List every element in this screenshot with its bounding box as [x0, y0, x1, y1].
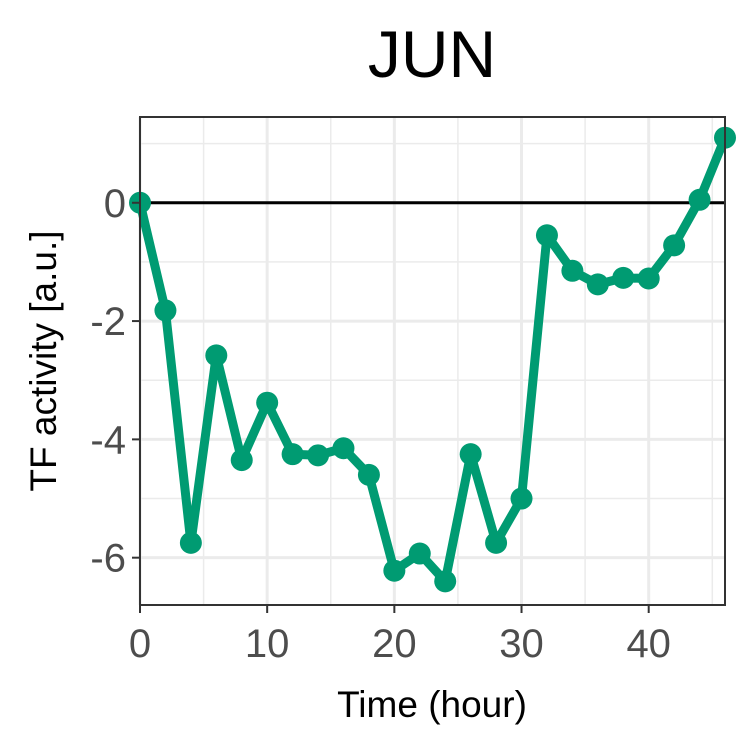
data-point	[383, 559, 406, 582]
data-point	[663, 234, 686, 257]
x-axis-title: Time (hour)	[337, 684, 527, 725]
data-point	[230, 449, 253, 472]
data-point	[179, 531, 202, 554]
data-point	[256, 391, 279, 414]
grid-lines	[138, 117, 725, 605]
data-point	[612, 266, 635, 289]
data-point	[434, 570, 457, 593]
data-point	[535, 224, 558, 247]
y-tick-label: -6	[90, 537, 126, 581]
data-point	[561, 259, 584, 282]
data-point	[281, 443, 304, 466]
y-tick-label: -4	[90, 418, 126, 462]
x-tick-label: 10	[245, 622, 290, 666]
data-point	[307, 444, 330, 467]
chart-title: JUN	[368, 17, 496, 91]
data-point	[485, 531, 508, 554]
x-tick-label: 30	[499, 622, 544, 666]
data-point	[586, 273, 609, 296]
data-point	[510, 487, 533, 510]
data-point	[459, 443, 482, 466]
x-tick-label: 0	[129, 622, 151, 666]
data-point	[357, 463, 380, 486]
data-point	[408, 542, 431, 565]
data-series	[129, 126, 736, 593]
data-point	[637, 267, 660, 290]
x-tick-label: 20	[372, 622, 417, 666]
plot-panel-border	[139, 116, 726, 606]
axis-ticks: 0 10 20 30 40 0 -2 -4 -6	[90, 182, 671, 666]
data-point	[688, 188, 711, 211]
y-axis-title: TF activity [a.u.]	[23, 230, 64, 491]
y-tick-label: -2	[90, 300, 126, 344]
data-point	[154, 299, 177, 322]
data-point	[205, 344, 228, 367]
y-tick-label: 0	[104, 182, 126, 226]
data-point	[332, 437, 355, 460]
x-tick-label: 40	[626, 622, 671, 666]
